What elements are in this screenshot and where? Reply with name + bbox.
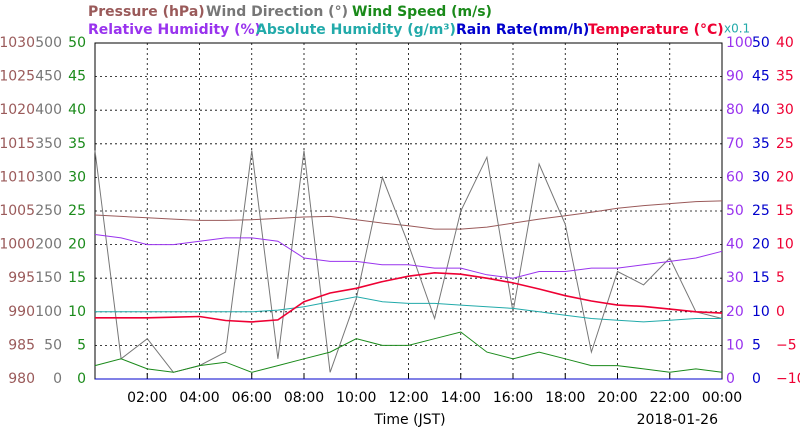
x-tick-label: 16:00 xyxy=(493,390,533,406)
x-tick-label: 14:00 xyxy=(441,390,481,406)
y-tick-label: 990 xyxy=(8,304,35,320)
y-tick-label: 15 xyxy=(752,270,770,286)
y-tick-label: −5 xyxy=(776,337,797,353)
y-tick-label: 995 xyxy=(8,270,35,286)
y-tick-label: 1005 xyxy=(0,203,35,219)
y-tick-label: 70 xyxy=(726,136,744,152)
y-tick-label: 20 xyxy=(726,304,744,320)
legend-label: Relative Humidity (%) xyxy=(88,22,261,38)
y-tick-label: 30 xyxy=(68,169,86,185)
x-tick-label: 20:00 xyxy=(597,390,637,406)
y-tick-label: 1030 xyxy=(0,35,35,51)
y-tick-label: 30 xyxy=(726,270,744,286)
x-tick-label: 18:00 xyxy=(545,390,585,406)
y-tick-label: 80 xyxy=(726,102,744,118)
y-tick-label: 20 xyxy=(776,169,794,185)
x-tick-label: 02:00 xyxy=(127,390,167,406)
series-line xyxy=(94,234,723,279)
y-tick-label: 0 xyxy=(77,371,86,387)
y-tick-label: 1000 xyxy=(0,237,35,253)
y-tick-label: 10 xyxy=(776,237,794,253)
y-tick-label: 500 xyxy=(35,35,62,51)
y-tick-label: 40 xyxy=(726,237,744,253)
y-tick-label: 50 xyxy=(752,35,770,51)
x-tick-label: 08:00 xyxy=(284,390,324,406)
y-tick-label: 0 xyxy=(752,371,761,387)
y-tick-label: 25 xyxy=(68,203,86,219)
x-tick-label: 10:00 xyxy=(336,390,376,406)
y-tick-label: 5 xyxy=(752,337,761,353)
scale-note: x0.1 xyxy=(724,22,750,36)
y-tick-label: 10 xyxy=(752,304,770,320)
y-tick-label: 30 xyxy=(752,169,770,185)
y-tick-label: 150 xyxy=(35,270,62,286)
date-label: 2018-01-26 xyxy=(637,412,718,428)
x-tick-label: 12:00 xyxy=(388,390,428,406)
x-tick-label: 00:00 xyxy=(702,390,742,406)
legend-label: Rain Rate(mm/h) xyxy=(456,22,589,38)
y-tick-label: −10 xyxy=(776,371,800,387)
y-tick-label: 20 xyxy=(752,237,770,253)
y-tick-label: 30 xyxy=(776,102,794,118)
y-tick-label: 1020 xyxy=(0,102,35,118)
series-line xyxy=(95,296,722,323)
y-tick-label: 35 xyxy=(776,69,794,85)
y-tick-label: 0 xyxy=(53,371,62,387)
y-tick-label: 0 xyxy=(726,371,735,387)
y-tick-label: 1025 xyxy=(0,69,35,85)
y-tick-label: 25 xyxy=(752,203,770,219)
y-tick-label: 20 xyxy=(68,237,86,253)
y-tick-label: 15 xyxy=(776,203,794,219)
legend-label: Pressure (hPa) xyxy=(88,4,205,20)
y-tick-label: 40 xyxy=(752,102,770,118)
y-tick-label: 90 xyxy=(726,69,744,85)
y-tick-label: 250 xyxy=(35,203,62,219)
y-tick-label: 350 xyxy=(35,136,62,152)
x-tick-label: 06:00 xyxy=(232,390,272,406)
y-tick-label: 200 xyxy=(35,237,62,253)
y-tick-label: 985 xyxy=(8,337,35,353)
y-tick-label: 40 xyxy=(68,102,86,118)
y-tick-label: 5 xyxy=(77,337,86,353)
x-tick-label: 04:00 xyxy=(179,390,219,406)
y-tick-label: 5 xyxy=(776,270,785,286)
y-tick-label: 45 xyxy=(68,69,86,85)
series-line xyxy=(95,271,723,323)
legend-label: Wind Direction (°) xyxy=(206,4,348,20)
x-tick-label: 22:00 xyxy=(650,390,690,406)
y-tick-label: 980 xyxy=(8,371,35,387)
x-axis-label: Time (JST) xyxy=(373,412,445,428)
legend-label: Absolute Humidity (g/m³) xyxy=(256,22,456,38)
y-tick-label: 10 xyxy=(726,337,744,353)
y-tick-label: 10 xyxy=(68,304,86,320)
y-tick-label: 45 xyxy=(752,69,770,85)
y-tick-label: 100 xyxy=(35,304,62,320)
y-tick-label: 0 xyxy=(776,304,785,320)
legend-label: Temperature (°C) xyxy=(588,22,724,38)
series-line xyxy=(94,200,723,230)
y-tick-label: 60 xyxy=(726,169,744,185)
y-tick-label: 50 xyxy=(68,35,86,51)
y-tick-label: 300 xyxy=(35,169,62,185)
y-tick-label: 1015 xyxy=(0,136,35,152)
y-tick-label: 35 xyxy=(68,136,86,152)
y-tick-label: 50 xyxy=(726,203,744,219)
y-tick-label: 35 xyxy=(752,136,770,152)
y-tick-label: 15 xyxy=(68,270,86,286)
series-line xyxy=(94,331,723,373)
legend-label: Wind Speed (m/s) xyxy=(352,4,492,20)
y-tick-label: 40 xyxy=(776,35,794,51)
y-tick-label: 25 xyxy=(776,136,794,152)
y-tick-label: 50 xyxy=(44,337,62,353)
y-tick-label: 400 xyxy=(35,102,62,118)
y-tick-label: 1010 xyxy=(0,169,35,185)
y-tick-label: 450 xyxy=(35,69,62,85)
y-tick-label: 100 xyxy=(726,35,753,51)
